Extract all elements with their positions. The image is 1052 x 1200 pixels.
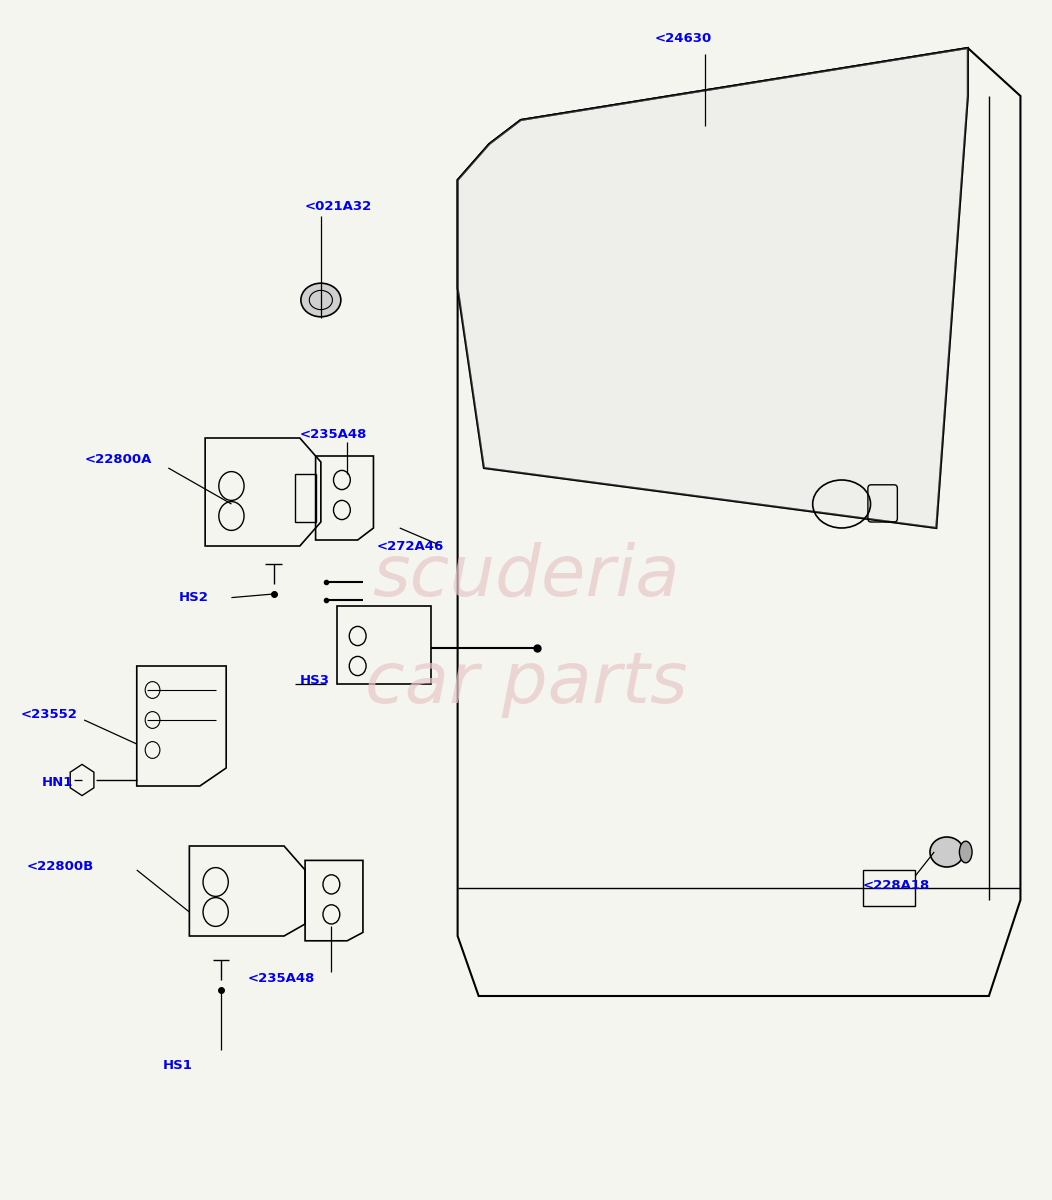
Text: <235A48: <235A48: [247, 972, 315, 984]
Text: <24630: <24630: [654, 32, 711, 44]
Text: <235A48: <235A48: [300, 428, 367, 440]
Text: <228A18: <228A18: [863, 880, 930, 892]
Text: <22800A: <22800A: [84, 454, 151, 466]
Text: car parts: car parts: [365, 649, 687, 719]
Text: HS3: HS3: [300, 674, 330, 686]
Text: <021A32: <021A32: [305, 200, 372, 212]
Text: scuderia: scuderia: [372, 541, 680, 611]
Text: <23552: <23552: [21, 708, 78, 720]
Bar: [863, 870, 915, 906]
Bar: [295, 474, 316, 522]
Text: HS1: HS1: [163, 1060, 193, 1072]
Ellipse shape: [930, 838, 964, 866]
Text: <22800B: <22800B: [26, 860, 94, 872]
Bar: [337, 606, 431, 684]
Text: <272A46: <272A46: [377, 540, 444, 552]
Ellipse shape: [301, 283, 341, 317]
Text: HS2: HS2: [179, 592, 208, 604]
Ellipse shape: [959, 841, 972, 863]
Polygon shape: [458, 48, 968, 528]
Text: HN1: HN1: [42, 776, 74, 788]
